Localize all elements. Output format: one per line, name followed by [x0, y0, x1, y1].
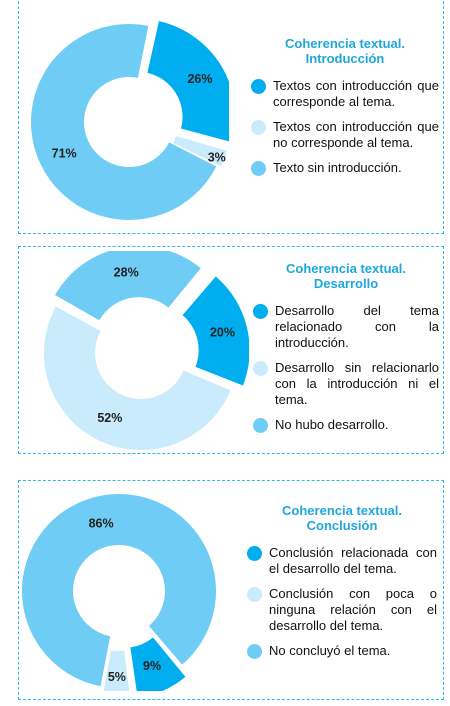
donut-chart-desarrollo: 20% 52% 28%	[44, 251, 249, 450]
chart-title-line: Coherencia textual.	[285, 36, 405, 51]
legend-item: Conclusión con poca o ninguna relación c…	[247, 586, 437, 634]
chart-panel-conclusion: 9% 5% 86% Coherencia textual. Conclusión C…	[18, 480, 444, 700]
chart-panel-desarrollo: 20% 52% 28% Coherencia textual. Desarrollo…	[18, 246, 444, 454]
legend-conclusion: Coherencia textual. Conclusión Conclusió…	[247, 503, 437, 668]
legend-label: No concluyó el tema.	[269, 643, 391, 658]
legend-swatch	[251, 161, 266, 176]
slice-value-label: 52%	[97, 411, 122, 425]
chart-title: Coherencia textual. Desarrollo	[253, 261, 439, 291]
legend-swatch	[251, 79, 266, 94]
donut-chart-introduccion: 26% 3% 71%	[31, 21, 229, 220]
slice-value-label: 71%	[52, 146, 77, 160]
legend-item: Textos con introducción que no correspon…	[251, 119, 439, 151]
legend-swatch	[253, 361, 268, 376]
legend-desarrollo: Coherencia textual. Desarrollo Desarroll…	[253, 261, 439, 442]
legend-item: Desarrollo sin relacionarlo con la intro…	[253, 360, 439, 408]
legend-item: Conclusión relacionada con el desarrollo…	[247, 545, 437, 577]
slice-value-label: 86%	[89, 516, 114, 530]
chart-title: Coherencia textual. Conclusión	[247, 503, 437, 533]
legend-item: No hubo desarrollo.	[253, 417, 439, 433]
slice-value-label: 26%	[187, 72, 212, 86]
legend-label: Textos con introducción que corresponde …	[273, 78, 439, 109]
legend-label: Desarrollo sin relacionarlo con la intro…	[275, 360, 439, 407]
legend-label: Conclusión relacionada con el desarrollo…	[269, 545, 437, 576]
legend-label: No hubo desarrollo.	[275, 417, 389, 432]
chart-title-line: Conclusión	[306, 518, 378, 533]
chart-title-line: Coherencia textual.	[282, 503, 402, 518]
slice-value-label: 28%	[114, 265, 139, 279]
legend-item: Desarrollo del tema relacionado con la i…	[253, 303, 439, 351]
donut-slice	[22, 493, 217, 687]
legend-item: No concluyó el tema.	[247, 643, 437, 659]
donut-slice	[31, 24, 217, 220]
slice-value-label: 20%	[210, 326, 235, 340]
legend-swatch	[247, 644, 262, 659]
donut-slice	[55, 251, 201, 321]
donut-slice	[182, 276, 249, 386]
legend-label: Conclusión con poca o ninguna relación c…	[269, 586, 437, 633]
donut-slice	[103, 650, 130, 691]
donut-slice	[147, 21, 229, 142]
donut-slice	[130, 637, 186, 691]
legend-swatch	[253, 418, 268, 433]
chart-title-line: Desarrollo	[313, 276, 379, 291]
legend-label: Desarrollo del tema relacionado con la i…	[275, 303, 439, 350]
chart-title: Coherencia textual. Introducción	[251, 36, 439, 66]
chart-panel-introduccion: 26% 3% 71% Coherencia textual. Introducció…	[18, 0, 444, 234]
legend-label: Texto sin introducción.	[273, 160, 402, 175]
legend-item: Texto sin introducción.	[251, 160, 439, 176]
chart-title-line: Coherencia textual.	[286, 261, 406, 276]
slice-value-label: 3%	[208, 151, 226, 165]
donut-slice	[173, 135, 227, 167]
legend-swatch	[253, 304, 268, 319]
slice-value-label: 9%	[143, 659, 161, 673]
legend-swatch	[247, 587, 262, 602]
legend-item: Textos con introducción que corresponde …	[251, 78, 439, 110]
legend-label: Textos con introducción que no correspon…	[273, 119, 439, 150]
slice-value-label: 5%	[108, 670, 126, 684]
legend-swatch	[251, 120, 266, 135]
donut-chart-conclusion: 9% 5% 86%	[22, 493, 217, 691]
legend-introduccion: Coherencia textual. Introducción Textos …	[251, 36, 439, 185]
legend-swatch	[247, 546, 262, 561]
donut-slice	[44, 306, 231, 450]
chart-title-line: Introducción	[305, 51, 385, 66]
